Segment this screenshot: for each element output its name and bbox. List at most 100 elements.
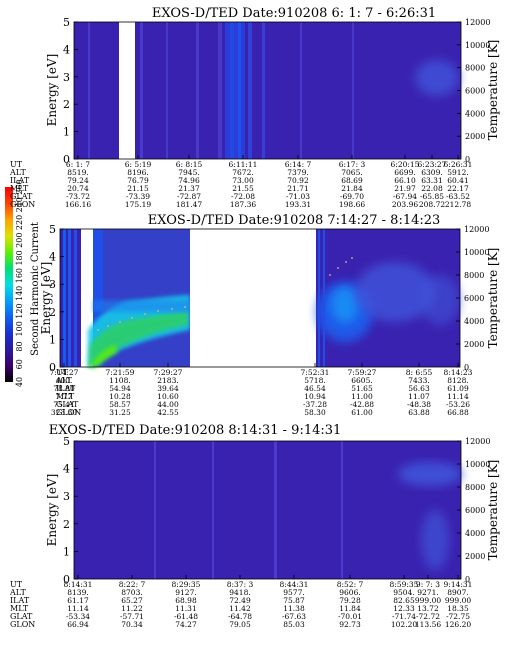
ephemeris-value: 76.79 [127,176,149,185]
ephemeris-value: 198.66 [339,200,365,209]
ephemeris-value: 7065. [341,168,362,177]
y-tick-label: 3 [49,278,56,291]
ephemeris-row-label: GLON [56,408,81,417]
y2-tick-label: 0 [464,363,469,372]
ephemeris-value: 11.42 [229,604,251,613]
ephemeris-row-label: ILAT [10,596,30,605]
panel-2: EXOS-D/TED Date:910208 7:14:27 - 8:14:23 [39,213,500,417]
panel-1: EXOS-D/TED Date:910208 6: 1: 7 - 6:26:31 [9,6,500,209]
ephemeris-value: 113.56 [415,620,441,629]
ephemeris-value: 9606. [339,588,360,597]
ephemeris-row-label: GLAT [10,192,33,201]
ephemeris-value: 181.47 [176,200,202,209]
ephemeris-row-label: ALT [9,588,26,597]
ephemeris-value: -73.72 [66,192,90,201]
ephemeris-value: 61.00 [351,408,373,417]
ephemeris-value: 11.31 [175,604,196,613]
ephemeris-value: 126.20 [445,620,471,629]
ephemeris-value: 68.98 [175,596,197,605]
ephemeris-value: 63.88 [408,408,430,417]
ephemeris-value: 8: 6:55 [406,368,433,377]
ephemeris-value: 8196. [127,168,148,177]
ephemeris-value: 187.36 [230,200,256,209]
ephemeris-value: 9:14:31 [444,580,473,589]
ephemeris-value: 21.55 [232,184,254,193]
ephemeris-value: 8703. [121,588,142,597]
ephemeris-value: 6:23:27 [418,160,447,169]
colorbar-tick-label: 140 [15,286,24,301]
ephemeris-value: 999.00 [415,596,441,605]
temperature-point [337,267,339,269]
colorbar-tick-label: 40 [15,377,24,387]
panel-3-axes: 0 1 2 3 4 5 0 2000 4000 6000 8000 10000 12000 [63,435,490,586]
ephemeris-value: 61.09 [447,384,469,393]
colorbar-tick-label: 120 [15,303,24,318]
ephemeris-value: -61.48 [174,612,198,621]
ephemeris-value: 6605. [351,376,372,385]
ephemeris-value: 5718. [304,376,325,385]
ephemeris-value: 31.25 [109,408,131,417]
ephemeris-value: 21.71 [287,184,308,193]
panel-1-y2label: Temperature [K] [486,40,500,141]
panel-2-spectrogram [60,229,460,367]
y-tick-label: 5 [63,435,70,448]
panel-2-axes: 0 1 2 3 4 5 0 2000 4000 6000 8000 10000 12000 [49,223,489,374]
temperature-point [345,261,347,263]
ephemeris-value: 21.37 [178,184,200,193]
ephemeris-value: 8128. [447,376,468,385]
temperature-point [329,274,331,276]
ephemeris-value: 46.54 [304,384,326,393]
ephemeris-value: 68.69 [341,176,363,185]
ephemeris-value: 65.27 [121,596,143,605]
panel-1-title: EXOS-D/TED Date:910208 6: 1: 7 - 6:26:31 [152,6,436,21]
ephemeris-value: 39.64 [157,384,179,393]
colorbar-tick-label: 60 [15,359,24,369]
ephemeris-value: -69.70 [340,192,364,201]
ephemeris-value: -71.03 [286,192,310,201]
ephemeris-value: 12.33 [393,604,415,613]
y-tick-label: 2 [63,518,70,531]
ephemeris-value: 21.97 [394,184,416,193]
ephemeris-value: 72.49 [229,596,251,605]
ephemeris-value: 6:26:31 [444,160,473,169]
ephemeris-value: 7:14:27 [50,368,79,377]
temperature-point [157,310,159,312]
y-tick-label: 1 [49,333,56,346]
y-tick-label: 2 [63,98,70,111]
y2-tick-label: 6000 [465,87,485,96]
y-tick-label: 5 [49,223,56,236]
y2-tick-label: 8000 [465,64,485,73]
ephemeris-value: 6:14: 7 [285,160,312,169]
ephemeris-row-label: ILAT [56,384,76,393]
temperature-point [351,257,353,259]
ephemeris-value: 56.63 [408,384,430,393]
panel-1-axes: 0 1 2 3 4 5 0 2000 4000 6000 8000 10000 12000 [63,16,490,166]
panel-3-ephemeris: UTALTILATMLTGLATGLON8:14:318139.61.1711.… [9,580,472,629]
ephemeris-value: 2183. [157,376,178,385]
ephemeris-value: 63.31 [421,176,442,185]
ephemeris-value: -72.72 [416,612,440,621]
ephemeris-value: 6: 1: 7 [66,160,90,169]
ephemeris-value: 8:59:35 [390,580,419,589]
ephemeris-value: 74.27 [175,620,197,629]
y-tick-label: 0 [63,573,70,586]
ephemeris-value: 58.30 [304,408,326,417]
ephemeris-value: -42.88 [350,400,374,409]
ephemeris-value: 8:37: 3 [227,580,254,589]
ephemeris-value: 8:44:31 [280,580,309,589]
panel-1-ylabel: Energy [eV] [45,54,59,127]
y2-tick-label: 0 [465,155,470,164]
colorbar-label: Second Harmonic Current [30,222,41,356]
ephemeris-value: 6: 8:15 [176,160,203,169]
ephemeris-value: 9418. [229,588,250,597]
ephemeris-value: 175.19 [125,200,151,209]
ephemeris-value: 79.24 [67,176,89,185]
colorbar-ticks: 40 60 80 100 120 140 160 180 200 220 240 260 [15,179,24,387]
colorbar-tick-label: 100 [15,321,24,336]
colorbar-tick-label: 240 [15,197,24,212]
ephemeris-value: 1108. [109,376,130,385]
ephemeris-value: 11.07 [408,392,430,401]
ephemeris-value: 58.57 [109,400,131,409]
ephemeris-value: 7:59:27 [348,368,377,377]
